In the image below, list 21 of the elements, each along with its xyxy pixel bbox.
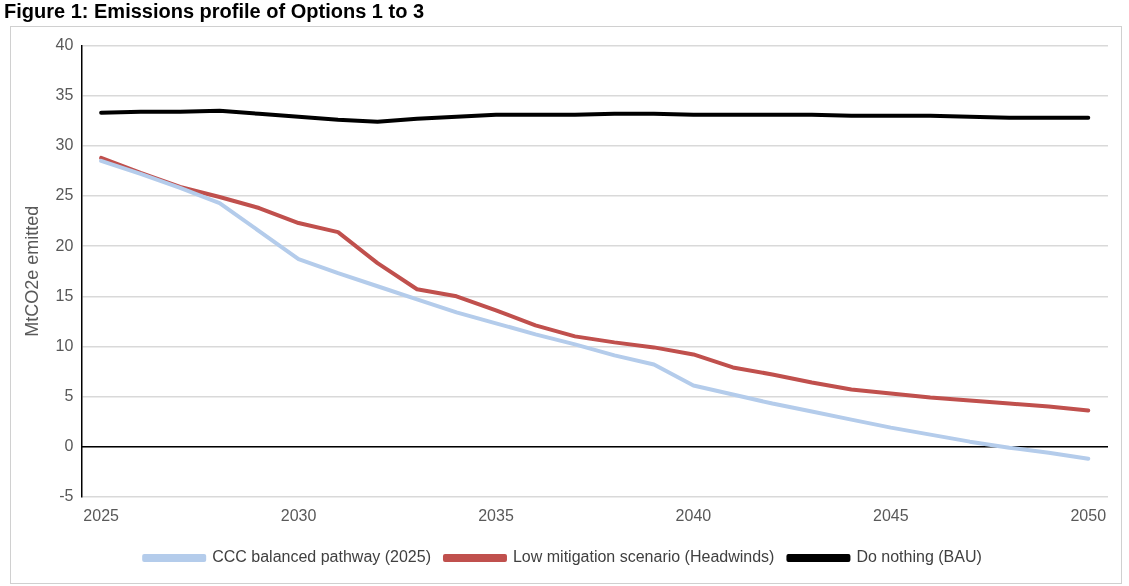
x-tick-label: 2040 [675, 506, 712, 524]
y-tick-label: 10 [55, 336, 74, 354]
x-tick-label: 2035 [478, 506, 514, 524]
y-tick-label: -5 [59, 487, 74, 505]
legend-label: CCC balanced pathway (2025) [212, 548, 431, 566]
x-tick-label: 2030 [280, 506, 317, 524]
legend-label: Do nothing (BAU) [856, 548, 982, 566]
x-tick-label: 2045 [873, 506, 909, 524]
y-tick-label: 20 [55, 236, 74, 254]
x-tick-label: 2025 [83, 506, 120, 524]
y-tick-label: 40 [55, 36, 74, 54]
chart-title: Figure 1: Emissions profile of Options 1 to 3 [4, 0, 425, 23]
y-tick-label: 15 [55, 286, 74, 304]
x-tick-label: 2050 [1070, 506, 1107, 524]
y-tick-label: 35 [55, 86, 74, 104]
y-tick-label: 5 [64, 386, 74, 404]
y-axis-title: MtCO2e emitted [21, 205, 42, 337]
legend-label: Low mitigation scenario (Headwinds) [512, 548, 775, 566]
y-tick-label: 0 [64, 437, 74, 455]
y-tick-label: 30 [55, 136, 74, 154]
y-tick-label: 25 [55, 186, 74, 204]
